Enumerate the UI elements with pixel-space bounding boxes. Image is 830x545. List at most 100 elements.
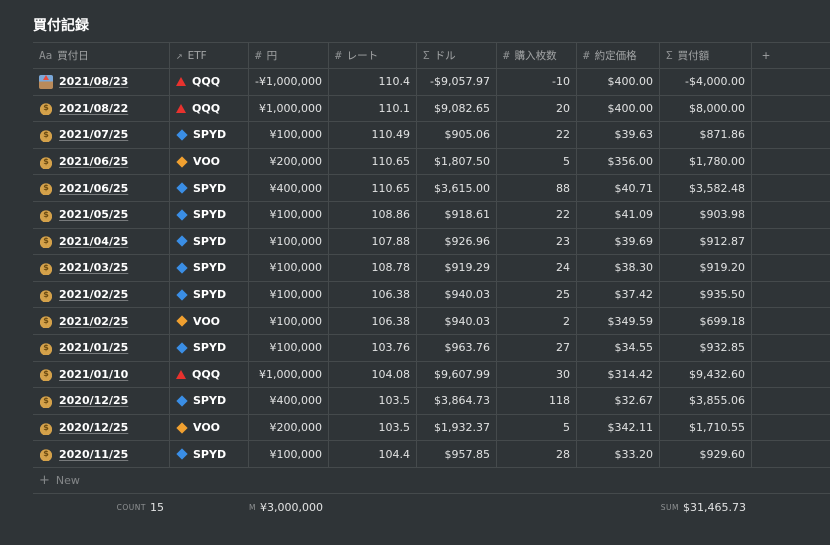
cell-date[interactable]: 2021/07/25 — [33, 122, 170, 148]
cell-amount[interactable]: $699.18 — [660, 308, 752, 334]
cell-rate[interactable]: 106.38 — [329, 308, 417, 334]
cell-usd[interactable]: $919.29 — [417, 255, 497, 281]
table-row[interactable]: 2021/01/25 SPYD ¥100,000103.76$963.7627$34… — [33, 334, 830, 362]
etf-link[interactable]: SPYD — [193, 261, 227, 275]
cell-usd[interactable]: $1,932.37 — [417, 414, 497, 441]
cell-yen[interactable]: ¥200,000 — [249, 414, 329, 441]
etf-link[interactable]: QQQ — [192, 75, 221, 89]
table-row[interactable]: 2020/12/25SPYD¥400,000103.5$3,864.73118$… — [33, 388, 830, 415]
etf-link[interactable]: SPYD — [193, 208, 227, 222]
cell-etf[interactable]: SPYD — [170, 334, 249, 361]
cell-etf[interactable]: SPYD — [170, 201, 249, 228]
cell-amount[interactable]: $3,855.06 — [660, 388, 752, 414]
cell-shares[interactable]: 24 — [497, 255, 577, 281]
footer-cell-price[interactable] — [577, 494, 660, 522]
cell-price[interactable]: $32.67 — [577, 388, 660, 414]
etf-link[interactable]: VOO — [193, 155, 221, 169]
etf-link[interactable]: SPYD — [193, 447, 227, 461]
cell-amount[interactable]: $871.86 — [660, 122, 752, 148]
cell-yen[interactable]: ¥1,000,000 — [249, 361, 329, 388]
cell-date[interactable]: 2020/12/25 — [33, 388, 170, 414]
cell-usd[interactable]: $905.06 — [417, 122, 497, 148]
cell-etf[interactable]: VOO — [170, 148, 249, 175]
cell-date[interactable]: 2021/04/25 — [33, 228, 170, 255]
date-link[interactable]: 2021/07/25 — [59, 128, 129, 142]
date-link[interactable]: 2020/12/25 — [59, 394, 129, 408]
date-link[interactable]: 2021/08/23 — [59, 75, 129, 89]
cell-price[interactable]: $41.09 — [577, 201, 660, 228]
cell-date[interactable]: 2021/06/25 — [33, 148, 170, 175]
cell-shares[interactable]: -10 — [497, 69, 577, 95]
cell-price[interactable]: $37.42 — [577, 281, 660, 308]
column-header-date[interactable]: Aa 買付日 — [33, 43, 170, 68]
etf-link[interactable]: VOO — [193, 314, 221, 328]
cell-amount[interactable]: $1,710.55 — [660, 414, 752, 441]
cell-etf[interactable]: SPYD — [170, 255, 249, 281]
cell-usd[interactable]: $957.85 — [417, 441, 497, 467]
cell-shares[interactable]: 5 — [497, 414, 577, 441]
cell-amount[interactable]: $9,432.60 — [660, 361, 752, 388]
cell-rate[interactable]: 103.5 — [329, 388, 417, 414]
cell-yen[interactable]: ¥400,000 — [249, 175, 329, 201]
cell-yen[interactable]: ¥400,000 — [249, 388, 329, 414]
etf-link[interactable]: SPYD — [193, 181, 227, 195]
column-header-shares[interactable]: # 購入枚数 — [497, 43, 577, 68]
cell-price[interactable]: $34.55 — [577, 334, 660, 361]
footer-cell-usd[interactable] — [417, 494, 497, 522]
cell-usd[interactable]: $1,807.50 — [417, 148, 497, 175]
date-link[interactable]: 2021/06/25 — [59, 181, 129, 195]
cell-shares[interactable]: 22 — [497, 201, 577, 228]
cell-date[interactable]: 2021/02/25 — [33, 281, 170, 308]
cell-amount[interactable]: $1,780.00 — [660, 148, 752, 175]
cell-rate[interactable]: 103.76 — [329, 334, 417, 361]
cell-date[interactable]: 2020/11/25 — [33, 441, 170, 467]
cell-price[interactable]: $356.00 — [577, 148, 660, 175]
cell-date[interactable]: 2021/03/25 — [33, 255, 170, 281]
table-row[interactable]: 2021/04/25 SPYD ¥100,000107.88$926.9623$39… — [33, 228, 830, 256]
table-row[interactable]: 2021/07/25 SPYD ¥100,000110.49$905.0622$39… — [33, 122, 830, 149]
cell-price[interactable]: $38.30 — [577, 255, 660, 281]
column-header-amount[interactable]: Σ 買付額 — [660, 43, 752, 68]
cell-date[interactable]: 2021/06/25 — [33, 175, 170, 201]
cell-shares[interactable]: 30 — [497, 361, 577, 388]
cell-etf[interactable]: QQQ — [170, 69, 249, 95]
date-link[interactable]: 2021/06/25 — [59, 155, 129, 169]
cell-price[interactable]: $39.69 — [577, 228, 660, 255]
column-header-rate[interactable]: # レート — [329, 43, 417, 68]
cell-etf[interactable]: VOO — [170, 414, 249, 441]
cell-amount[interactable]: $929.60 — [660, 441, 752, 467]
add-column-button[interactable]: + — [761, 49, 771, 62]
cell-date[interactable]: 2021/01/10 — [33, 361, 170, 388]
cell-rate[interactable]: 106.38 — [329, 281, 417, 308]
cell-yen[interactable]: ¥100,000 — [249, 334, 329, 361]
cell-rate[interactable]: 108.78 — [329, 255, 417, 281]
footer-sum[interactable]: SUM $31,465.73 — [660, 494, 752, 522]
cell-shares[interactable]: 22 — [497, 122, 577, 148]
cell-shares[interactable]: 20 — [497, 95, 577, 122]
cell-rate[interactable]: 108.86 — [329, 201, 417, 228]
cell-date[interactable]: 2021/08/23 — [33, 69, 170, 95]
cell-rate[interactable]: 107.88 — [329, 228, 417, 255]
cell-yen[interactable]: ¥100,000 — [249, 281, 329, 308]
cell-shares[interactable]: 5 — [497, 148, 577, 175]
footer-cell-etf[interactable] — [170, 494, 249, 522]
cell-yen[interactable]: ¥200,000 — [249, 148, 329, 175]
cell-amount[interactable]: $935.50 — [660, 281, 752, 308]
date-link[interactable]: 2021/01/25 — [59, 341, 129, 355]
column-header-yen[interactable]: # 円 — [249, 43, 329, 68]
cell-rate[interactable]: 110.65 — [329, 175, 417, 201]
cell-yen[interactable]: ¥100,000 — [249, 228, 329, 255]
cell-amount[interactable]: $919.20 — [660, 255, 752, 281]
footer-cell-rate[interactable] — [329, 494, 417, 522]
cell-amount[interactable]: -$4,000.00 — [660, 69, 752, 95]
cell-rate[interactable]: 110.65 — [329, 148, 417, 175]
cell-date[interactable]: 2021/01/25 — [33, 334, 170, 361]
table-row[interactable]: 2021/01/10 QQQ ¥1,000,000104.08$9,607.9930… — [33, 361, 830, 389]
new-row-button[interactable]: + New — [33, 468, 830, 494]
cell-rate[interactable]: 104.4 — [329, 441, 417, 467]
cell-etf[interactable]: QQQ — [170, 95, 249, 122]
cell-shares[interactable]: 23 — [497, 228, 577, 255]
cell-yen[interactable]: ¥1,000,000 — [249, 95, 329, 122]
cell-rate[interactable]: 110.4 — [329, 69, 417, 95]
cell-yen[interactable]: ¥100,000 — [249, 255, 329, 281]
